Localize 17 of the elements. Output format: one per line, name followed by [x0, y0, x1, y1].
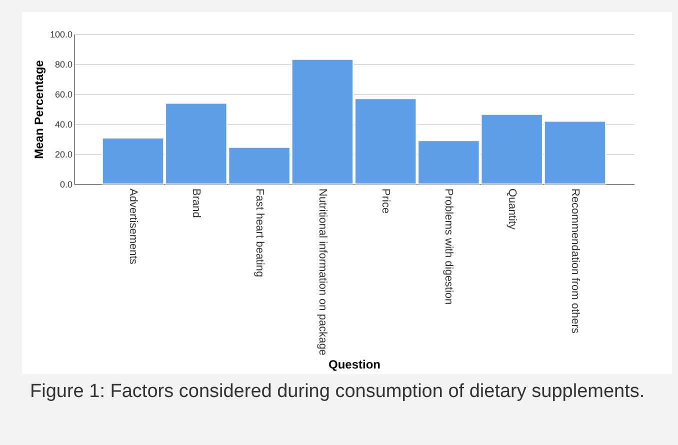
y-tick-label: 40.0	[54, 120, 72, 130]
y-tick-label: 100.0	[50, 30, 72, 40]
x-tick-label: Fast heart beating	[253, 188, 266, 278]
x-tick-label: Recommendation from others	[568, 188, 581, 334]
y-tick-label: 80.0	[54, 60, 72, 70]
x-tick-label: Problems with digestion	[442, 188, 455, 305]
y-axis-title: Mean Percentage	[32, 60, 46, 159]
x-axis-title: Question	[328, 357, 381, 372]
x-tick-label: Price	[380, 188, 392, 214]
y-tick-label: 0.0	[60, 180, 72, 190]
y-tick-label: 20.0	[54, 150, 72, 160]
x-tick-label: Brand	[190, 188, 202, 218]
caption: Figure 1: Factors considered during consumption of dietary supplements.	[30, 380, 646, 404]
x-tick-label: Quantity	[506, 188, 518, 230]
x-tick-label: Advertisements	[127, 188, 140, 265]
y-tick-label: 60.0	[54, 90, 72, 100]
x-tick-label: Nutritional information on package	[316, 188, 328, 356]
